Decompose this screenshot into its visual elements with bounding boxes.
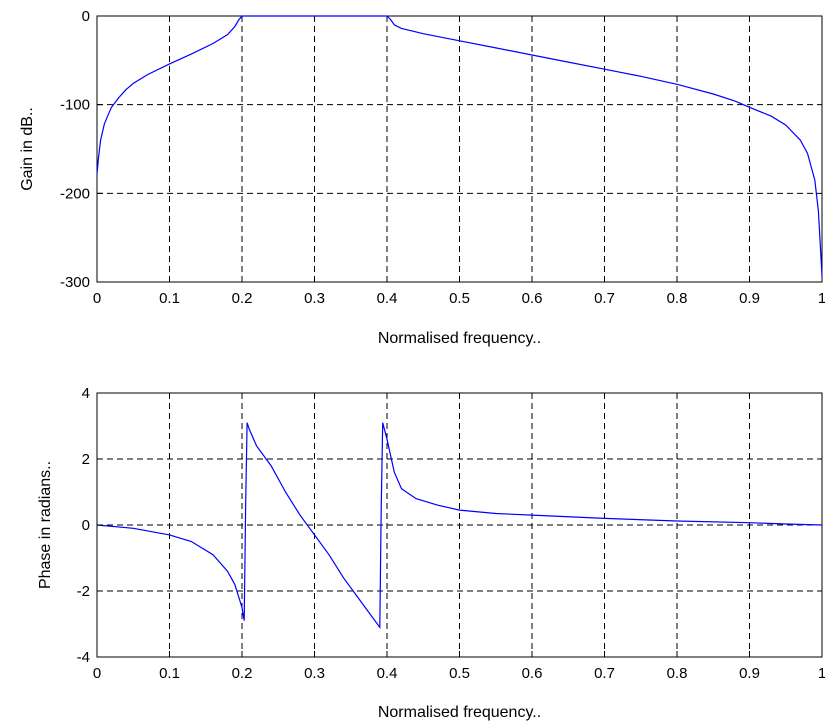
gain-x-tick-label: 0.2 [232,290,253,307]
phase-y-tick-label: -4 [77,649,90,666]
gain-y-tick-label: -100 [60,97,90,114]
gain-x-tick-label: 0.6 [522,290,543,307]
phase-x-axis-label: Normalised frequency.. [378,704,541,721]
gain-curve [96,15,823,276]
gain-x-tick-label: 0.8 [667,290,688,307]
phase-x-tick-label: 0.2 [232,665,253,682]
phase-tick-labels: 0 0.1 0.2 0.3 0.4 0.5 0.6 0.7 0.8 0.9 1 4 2 0 -2 -4 [77,385,825,682]
gain-x-tick-label: 0.3 [304,290,325,307]
gain-x-tick-label: 0.4 [377,290,398,307]
phase-y-axis-label: Phase in radians.. [37,461,54,589]
gain-x-tick-label: 0 [93,290,101,307]
phase-y-tick-label: -2 [77,583,90,600]
gain-y-tick-label: 0 [82,8,90,25]
gain-y-tick-label: -200 [60,185,90,202]
gain-grid [97,16,822,282]
phase-x-tick-label: 0.9 [739,665,760,682]
phase-plot: 0 0.1 0.2 0.3 0.4 0.5 0.6 0.7 0.8 0.9 1 4 2 0 -2 -4 Nor… [37,385,825,721]
gain-x-tick-label: 1 [818,290,825,307]
gain-y-axis-label: Gain in dB.. [19,107,36,191]
phase-x-tick-label: 0.6 [522,665,543,682]
phase-x-tick-label: 1 [818,665,825,682]
phase-x-tick-label: 0.1 [159,665,180,682]
gain-x-tick-label: 0.5 [449,290,470,307]
phase-x-tick-label: 0.3 [304,665,325,682]
gain-x-axis-label: Normalised frequency.. [378,330,541,347]
gain-plot: 0 0.1 0.2 0.3 0.4 0.5 0.6 0.7 0.8 0.9 1 0 -100 -200 -3… [19,8,825,347]
phase-x-tick-label: 0.4 [377,665,398,682]
gain-x-tick-label: 0.1 [159,290,180,307]
gain-tick-labels: 0 0.1 0.2 0.3 0.4 0.5 0.6 0.7 0.8 0.9 1 0 -100 -200 -3… [60,8,825,307]
phase-x-tick-label: 0 [93,665,101,682]
phase-x-tick-label: 0.5 [449,665,470,682]
gain-y-tick-label: -300 [60,274,90,291]
phase-y-tick-label: 4 [82,385,90,402]
phase-curve [96,422,823,630]
phase-y-tick-label: 0 [82,517,90,534]
gain-x-tick-label: 0.9 [739,290,760,307]
phase-x-tick-label: 0.7 [594,665,615,682]
phase-x-tick-label: 0.8 [667,665,688,682]
gain-x-tick-label: 0.7 [594,290,615,307]
phase-y-tick-label: 2 [82,451,90,468]
